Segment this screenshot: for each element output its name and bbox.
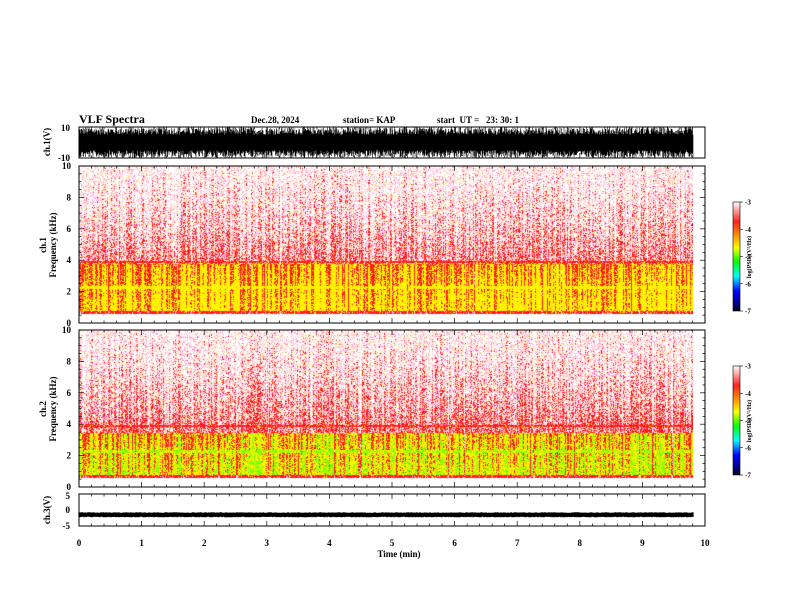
y-tick-label: 4	[67, 419, 72, 429]
ch2-spectrogram-yticks: 10 8 6 4 2 0	[62, 325, 705, 492]
y-tick-label: 6	[67, 224, 72, 234]
x-tick-label: 7	[515, 538, 520, 548]
ch1-spectrogram-ylabel: Frequency (kHz)	[48, 212, 58, 277]
ch3-waveform-line	[78, 512, 694, 518]
y-tick-label: 8	[67, 192, 72, 202]
ch1-colorbar-label: log(PSD)(V²/Hz)	[746, 236, 753, 278]
x-tick-label: 10	[701, 538, 711, 548]
colorbar-tick-label: -5	[745, 253, 751, 261]
ch1-ytick-neg10: -10	[58, 153, 70, 163]
y-tick-label: 6	[67, 388, 72, 398]
ch1-waveform-ylabel: ch.1(V)	[42, 128, 52, 156]
colorbar-tick-label: -3	[745, 199, 751, 207]
y-tick-label: 0	[67, 318, 72, 328]
colorbar-tick-label: -7	[745, 472, 751, 480]
ch1-colorbar-ticks: -3 -4 -5 -6 -7	[740, 199, 751, 316]
colorbar-tick-label: -6	[745, 444, 751, 452]
y-tick-label: 8	[67, 356, 72, 366]
time-axis-tick-labels: 0 1 2 3 4 5 6 7 8 9 10	[77, 538, 710, 548]
y-tick-label: 2	[67, 451, 72, 461]
colorbar-tick-label: -5	[745, 417, 751, 425]
x-tick-label: 1	[139, 538, 144, 548]
figure-title: VLF Spectra	[79, 112, 145, 126]
ch3-waveform-ylabel: ch.3(V)	[42, 496, 52, 524]
ch2-colorbar-ticks: -3 -4 -5 -6 -7	[740, 363, 751, 480]
colorbar-tick-label: -4	[745, 226, 751, 234]
ch1-waveform-trace	[78, 127, 694, 158]
ch2-colorbar	[732, 365, 741, 476]
time-axis-ticks	[78, 127, 706, 526]
y-tick-label: 2	[67, 287, 72, 297]
ch1-ytick-10: 10	[61, 123, 71, 133]
x-tick-label: 6	[452, 538, 457, 548]
x-tick-label: 5	[390, 538, 395, 548]
y-tick-label: 4	[67, 255, 72, 265]
x-tick-label: 8	[578, 538, 583, 548]
ch3-ytick-0: 0	[66, 505, 71, 515]
ch3-ytick-5: 5	[66, 491, 71, 501]
x-tick-label: 3	[265, 538, 270, 548]
x-tick-label: 4	[327, 538, 332, 548]
y-tick-label: 0	[67, 482, 72, 492]
ch1-waveform-line	[78, 127, 694, 158]
ch1-spectrogram-label: ch.1	[38, 237, 48, 253]
header-station: station= KAP	[343, 115, 396, 125]
x-tick-label: 0	[77, 538, 82, 548]
y-tick-label: 10	[62, 161, 72, 171]
time-axis-label: Time (min)	[377, 549, 420, 559]
ch3-waveform-trace	[78, 512, 694, 518]
x-tick-label: 2	[202, 538, 207, 548]
ch2-spectrogram-ylabel: Frequency (kHz)	[48, 376, 58, 441]
ch2-spectrogram-image	[79, 330, 693, 487]
colorbar-tick-label: -7	[745, 308, 751, 316]
colorbar-tick-label: -3	[745, 363, 751, 371]
ch2-colorbar-label: log(PSD)(V²/Hz)	[746, 400, 753, 442]
ch2-spectrogram-label: ch.2	[38, 401, 48, 417]
colorbar-tick-label: -4	[745, 390, 751, 398]
colorbar-tick-label: -6	[745, 280, 751, 288]
ch1-spectrogram-yticks: 10 8 6 4 2 0	[62, 161, 705, 328]
header-start-time: start UT = 23: 30: 1	[437, 115, 519, 125]
header-date: Dec.28, 2024	[251, 115, 300, 125]
ch3-ytick-neg5: -5	[63, 521, 71, 531]
y-tick-label: 10	[62, 325, 72, 335]
ch1-colorbar	[732, 201, 741, 312]
ch1-spectrogram-image	[79, 166, 693, 323]
x-tick-label: 9	[640, 538, 645, 548]
